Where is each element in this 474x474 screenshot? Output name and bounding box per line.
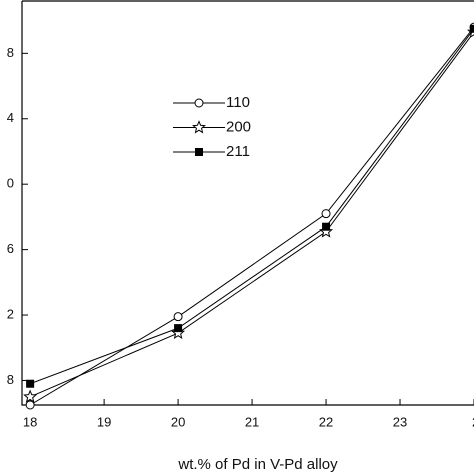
x-tick-label: 21 [245, 414, 259, 429]
marker [171, 325, 186, 339]
y-tick-label: 8 [7, 372, 14, 387]
series-line [29, 26, 474, 406]
x-tick-label: 20 [171, 414, 185, 429]
series-line [29, 28, 474, 385]
y-tick-label: 6 [7, 241, 14, 256]
marker [174, 324, 183, 333]
y-tick-label: 4 [7, 110, 14, 125]
x-tick-label: 18 [23, 414, 37, 429]
y-tick-label: 8 [7, 45, 14, 60]
legend-label: 110 [226, 94, 250, 111]
y-tick-label: 2 [7, 306, 14, 321]
marker [173, 312, 183, 322]
marker [194, 98, 204, 108]
x-tick-label: 22 [319, 414, 333, 429]
series-line [29, 31, 474, 398]
legend-label: 200 [226, 118, 251, 135]
marker [23, 389, 38, 403]
x-tick-label: 19 [97, 414, 111, 429]
marker [322, 222, 331, 231]
marker [192, 120, 206, 134]
marker [195, 148, 203, 156]
marker [470, 24, 474, 33]
marker [321, 209, 331, 219]
x-tick-label: 2 [472, 414, 474, 429]
marker [26, 379, 35, 388]
x-tick-label: 23 [393, 414, 407, 429]
axis-frame [21, 1, 474, 406]
legend-label: 211 [226, 143, 250, 160]
y-tick-label: 0 [7, 176, 14, 191]
marker [25, 400, 35, 410]
x-axis-label: wt.% of Pd in V-Pd alloy [177, 456, 338, 473]
